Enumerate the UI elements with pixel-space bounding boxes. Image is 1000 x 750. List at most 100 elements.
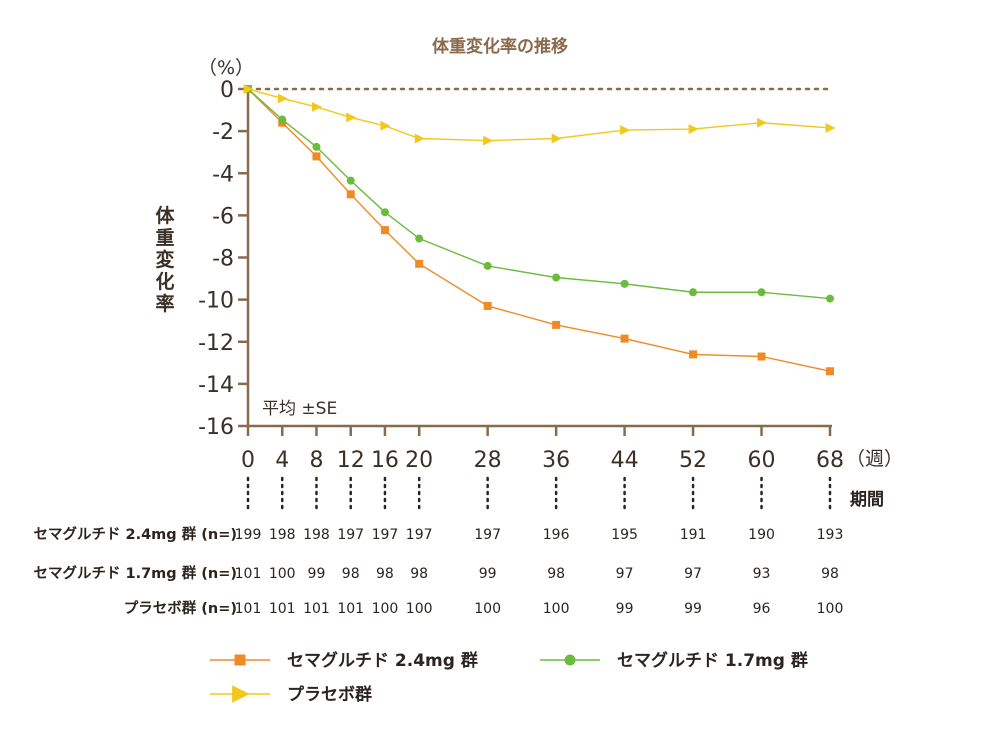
- series-2: [244, 85, 834, 303]
- n-table-cell: 197: [474, 527, 501, 543]
- data-point: [414, 133, 425, 144]
- y-axis-label-char: 体: [155, 204, 175, 227]
- axes: 0-2-4-6-8-10-12-14-160 4 8 12 16 20 28 36 44 52 60…: [198, 78, 844, 514]
- n-table-cell: 100: [269, 566, 296, 582]
- data-point: [483, 301, 492, 310]
- legend-item: セマグルチド 2.4mg 群: [210, 650, 478, 671]
- series-3: [243, 84, 836, 146]
- data-point: [552, 273, 561, 282]
- n-table-cell: 100: [474, 601, 501, 617]
- y-tick-label: -12: [198, 331, 234, 356]
- data-point: [312, 152, 321, 161]
- n-table-cell: 98: [410, 566, 428, 582]
- y-tick-label: -4: [212, 162, 234, 187]
- data-point: [380, 120, 391, 131]
- y-axis-label-char: 率: [155, 292, 174, 315]
- n-table-cell: 198: [269, 527, 296, 543]
- data-point: [688, 124, 699, 134]
- n-table-cell: 198: [303, 527, 330, 543]
- n-table-cell: 199: [235, 527, 262, 543]
- data-point: [551, 133, 562, 144]
- y-tick-label: -8: [212, 247, 234, 272]
- n-table-cell: 190: [748, 527, 775, 543]
- legend-item: セマグルチド 1.7mg 群: [540, 650, 808, 671]
- data-point: [346, 176, 355, 185]
- n-table-cell: 100: [372, 601, 399, 617]
- n-table-cell: 196: [543, 527, 570, 543]
- x-tick-label: 60: [748, 448, 776, 473]
- data-point: [346, 112, 357, 123]
- legend-marker: [564, 654, 576, 666]
- data-point: [620, 279, 629, 288]
- x-tick-label: 0: [241, 448, 255, 473]
- y-axis-label: 体重変化率: [155, 204, 175, 315]
- stat-note: 平均 ±SE: [262, 399, 337, 419]
- data-point: [380, 208, 389, 217]
- data-point: [825, 123, 836, 133]
- data-point: [277, 93, 288, 104]
- y-tick-label: -2: [212, 120, 234, 145]
- n-table-cell: 197: [406, 527, 433, 543]
- n-table-cell: 98: [342, 566, 360, 582]
- legend-label: セマグルチド 1.7mg 群: [617, 650, 808, 671]
- y-tick-label: 0: [220, 78, 234, 103]
- data-point: [483, 135, 494, 146]
- y-axis-label-char: 重: [155, 227, 174, 249]
- series-line: [247, 88, 831, 300]
- n-table-cell: 98: [547, 566, 565, 582]
- data-point: [552, 320, 561, 329]
- series-lines: [243, 84, 836, 376]
- n-table-cell: 97: [616, 566, 634, 582]
- x-tick-label: 52: [679, 448, 707, 473]
- n-table-cell: 193: [817, 527, 844, 543]
- x-tick-label: 12: [337, 448, 365, 473]
- n-table-row-label: セマグルチド 2.4mg 群 (n=): [33, 525, 237, 543]
- data-point: [483, 261, 492, 270]
- n-table-cell: 98: [376, 566, 394, 582]
- data-point: [415, 234, 424, 243]
- n-table-cell: 96: [753, 601, 771, 617]
- n-table-cell: 191: [680, 527, 707, 543]
- data-point: [826, 294, 834, 303]
- n-table-cell: 98: [821, 566, 839, 582]
- data-point: [757, 117, 767, 128]
- y-axis-label-char: 化: [155, 270, 174, 293]
- legend-item: プラセボ群: [210, 684, 372, 705]
- data-point: [278, 115, 287, 124]
- legend-marker: [232, 685, 250, 703]
- data-point: [757, 352, 766, 361]
- x-tick-label: 28: [474, 448, 502, 473]
- series-1: [244, 85, 834, 376]
- data-point: [689, 288, 698, 297]
- n-table-cell: 99: [479, 566, 497, 582]
- series-line: [247, 88, 831, 372]
- x-tick-label: 44: [611, 448, 639, 473]
- y-axis-label-char: 変: [155, 248, 174, 271]
- data-point: [620, 125, 631, 136]
- x-tick-label: 36: [542, 448, 570, 473]
- data-point: [689, 350, 698, 359]
- data-point: [243, 84, 254, 94]
- legend-label: セマグルチド 2.4mg 群: [287, 650, 478, 671]
- n-table: セマグルチド 2.4mg 群 (n=)199 198 198 197 197 197 197…: [33, 525, 843, 617]
- legend-label: プラセボ群: [287, 684, 372, 705]
- n-table-cell: 99: [308, 566, 326, 582]
- x-axis-unit: （週）: [846, 448, 903, 470]
- n-table-cell: 197: [372, 527, 399, 543]
- data-point: [620, 334, 629, 343]
- n-table-cell: 93: [753, 566, 771, 582]
- data-point: [380, 226, 389, 235]
- period-label: 期間: [850, 490, 884, 510]
- chart-title: 体重変化率の推移: [432, 36, 568, 57]
- n-table-cell: 99: [684, 601, 702, 617]
- x-tick-label: 8: [309, 448, 323, 473]
- data-point: [312, 101, 322, 112]
- y-tick-label: -6: [212, 204, 234, 229]
- n-table-cell: 99: [616, 601, 634, 617]
- n-table-cell: 101: [269, 601, 296, 617]
- series-line: [247, 88, 831, 142]
- n-table-cell: 195: [611, 527, 638, 543]
- n-table-cell: 100: [543, 601, 570, 617]
